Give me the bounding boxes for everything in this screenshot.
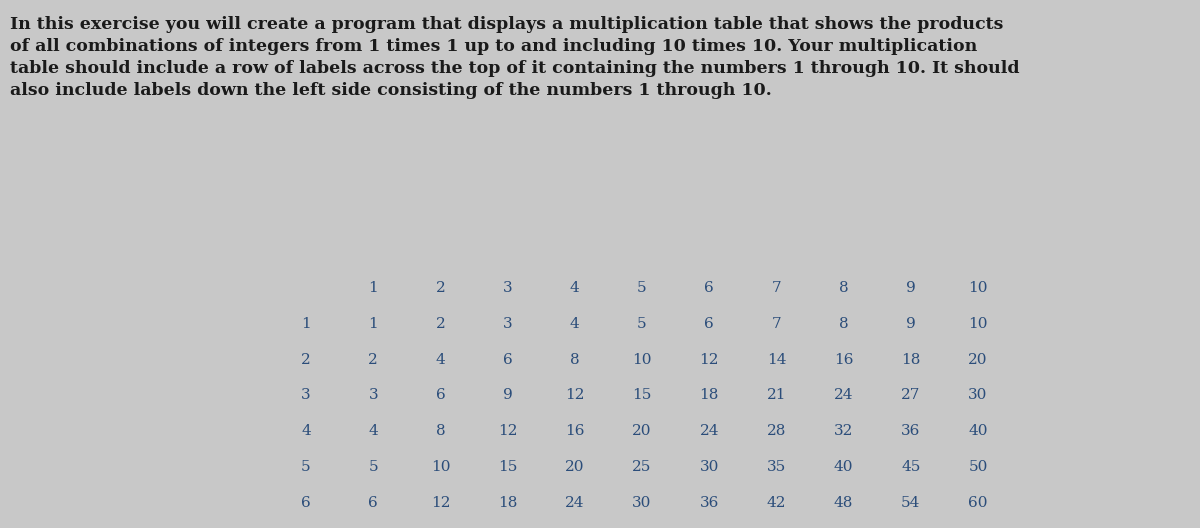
Text: 8: 8 <box>839 281 848 295</box>
Text: 7: 7 <box>772 317 781 331</box>
Text: 2: 2 <box>368 353 378 366</box>
Text: 10: 10 <box>431 460 450 474</box>
Text: 9: 9 <box>906 281 916 295</box>
Text: 10: 10 <box>968 317 988 331</box>
Text: 6: 6 <box>503 353 512 366</box>
Text: 16: 16 <box>834 353 853 366</box>
Text: 25: 25 <box>632 460 652 474</box>
Text: 45: 45 <box>901 460 920 474</box>
Text: 2: 2 <box>436 317 445 331</box>
Text: 30: 30 <box>968 389 988 402</box>
Text: 12: 12 <box>498 425 517 438</box>
Text: 15: 15 <box>498 460 517 474</box>
Text: 9: 9 <box>906 317 916 331</box>
Text: 20: 20 <box>632 425 652 438</box>
Text: 15: 15 <box>632 389 652 402</box>
Text: 54: 54 <box>901 496 920 510</box>
Text: 10: 10 <box>968 281 988 295</box>
Text: 3: 3 <box>301 389 311 402</box>
Text: 48: 48 <box>834 496 853 510</box>
Text: 28: 28 <box>767 425 786 438</box>
Text: 2: 2 <box>301 353 311 366</box>
Text: 1: 1 <box>301 317 311 331</box>
Text: 18: 18 <box>901 353 920 366</box>
Text: 5: 5 <box>368 460 378 474</box>
Text: 40: 40 <box>968 425 988 438</box>
Text: 30: 30 <box>632 496 652 510</box>
Text: 18: 18 <box>498 496 517 510</box>
Text: 5: 5 <box>637 281 647 295</box>
Text: 3: 3 <box>368 389 378 402</box>
Text: 42: 42 <box>767 496 786 510</box>
Text: 6: 6 <box>704 317 714 331</box>
Text: 9: 9 <box>503 389 512 402</box>
Text: 50: 50 <box>968 460 988 474</box>
Text: In this exercise you will create a program that displays a multiplication table : In this exercise you will create a progr… <box>10 16 1019 99</box>
Text: 5: 5 <box>637 317 647 331</box>
Text: 2: 2 <box>436 281 445 295</box>
Text: 1: 1 <box>368 281 378 295</box>
Text: 40: 40 <box>834 460 853 474</box>
Text: 6: 6 <box>704 281 714 295</box>
Text: 6: 6 <box>368 496 378 510</box>
Text: 35: 35 <box>767 460 786 474</box>
Text: 36: 36 <box>700 496 719 510</box>
Text: 3: 3 <box>503 317 512 331</box>
Text: 8: 8 <box>570 353 580 366</box>
Text: 7: 7 <box>772 281 781 295</box>
Text: 21: 21 <box>767 389 786 402</box>
Text: 12: 12 <box>700 353 719 366</box>
Text: 5: 5 <box>301 460 311 474</box>
Text: 36: 36 <box>901 425 920 438</box>
Text: 6: 6 <box>436 389 445 402</box>
Text: 12: 12 <box>565 389 584 402</box>
Text: 4: 4 <box>301 425 311 438</box>
Text: 4: 4 <box>570 317 580 331</box>
Text: 6: 6 <box>301 496 311 510</box>
Text: 4: 4 <box>570 281 580 295</box>
Text: 4: 4 <box>368 425 378 438</box>
Text: 24: 24 <box>700 425 719 438</box>
Text: 8: 8 <box>839 317 848 331</box>
Text: 20: 20 <box>968 353 988 366</box>
Text: 3: 3 <box>503 281 512 295</box>
Text: 12: 12 <box>431 496 450 510</box>
Text: 10: 10 <box>632 353 652 366</box>
Text: 4: 4 <box>436 353 445 366</box>
Text: 24: 24 <box>565 496 584 510</box>
Text: 8: 8 <box>436 425 445 438</box>
Text: 20: 20 <box>565 460 584 474</box>
Text: 24: 24 <box>834 389 853 402</box>
Text: 16: 16 <box>565 425 584 438</box>
Text: 27: 27 <box>901 389 920 402</box>
Text: 18: 18 <box>700 389 719 402</box>
Text: 14: 14 <box>767 353 786 366</box>
Text: 32: 32 <box>834 425 853 438</box>
Text: 60: 60 <box>968 496 988 510</box>
Text: 1: 1 <box>368 317 378 331</box>
Text: 30: 30 <box>700 460 719 474</box>
